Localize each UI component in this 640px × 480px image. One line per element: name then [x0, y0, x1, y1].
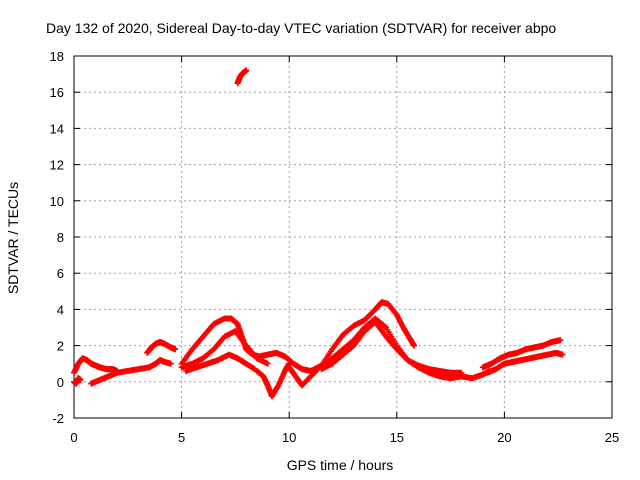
x-tick-label: 10 [282, 430, 296, 445]
data-series-track-d [144, 338, 179, 356]
data-point [167, 360, 174, 367]
data-series-track-b [71, 375, 84, 387]
y-tick-label: 18 [50, 49, 64, 64]
x-tick-label: 25 [605, 430, 619, 445]
data-series-track-f [178, 328, 271, 371]
data-series-track-h [253, 360, 293, 400]
data-points [71, 67, 566, 400]
y-tick-label: 14 [50, 121, 64, 136]
data-series-track-n [484, 349, 566, 376]
chart-title: Day 132 of 2020, Sidereal Day-to-day VTE… [46, 20, 556, 36]
x-tick-label: 20 [497, 430, 511, 445]
x-axis-label: GPS time / hours [287, 457, 394, 473]
data-point [411, 342, 418, 349]
y-tick-label: 12 [50, 158, 64, 173]
y-tick-label: 6 [57, 266, 64, 281]
y-tick-label: 2 [57, 339, 64, 354]
y-tick-label: 8 [57, 230, 64, 245]
y-tick-label: 16 [50, 85, 64, 100]
data-series-track-l [415, 364, 493, 382]
data-point [243, 67, 250, 74]
data-point [557, 337, 564, 344]
data-point [172, 346, 179, 353]
data-series-track-g [182, 351, 258, 374]
axis-ticks: 0 5 10 15 20 25 -2 0 2 4 6 8 10 12 14 16 18 [50, 49, 620, 445]
data-point [77, 376, 84, 383]
data-point [559, 351, 566, 358]
data-series-track-o [234, 67, 250, 87]
data-series-track-j [307, 315, 422, 374]
y-tick-label: 0 [57, 375, 64, 390]
y-tick-label: 10 [50, 194, 64, 209]
data-series-track-c [88, 357, 174, 387]
y-tick-label: -2 [52, 411, 64, 426]
data-series-track-m [479, 337, 564, 371]
x-tick-label: 0 [70, 430, 77, 445]
y-axis-label: SDTVAR / TECUs [5, 182, 21, 294]
data-point [264, 360, 271, 367]
y-tick-label: 4 [57, 302, 64, 317]
x-tick-label: 15 [390, 430, 404, 445]
x-tick-label: 5 [178, 430, 185, 445]
